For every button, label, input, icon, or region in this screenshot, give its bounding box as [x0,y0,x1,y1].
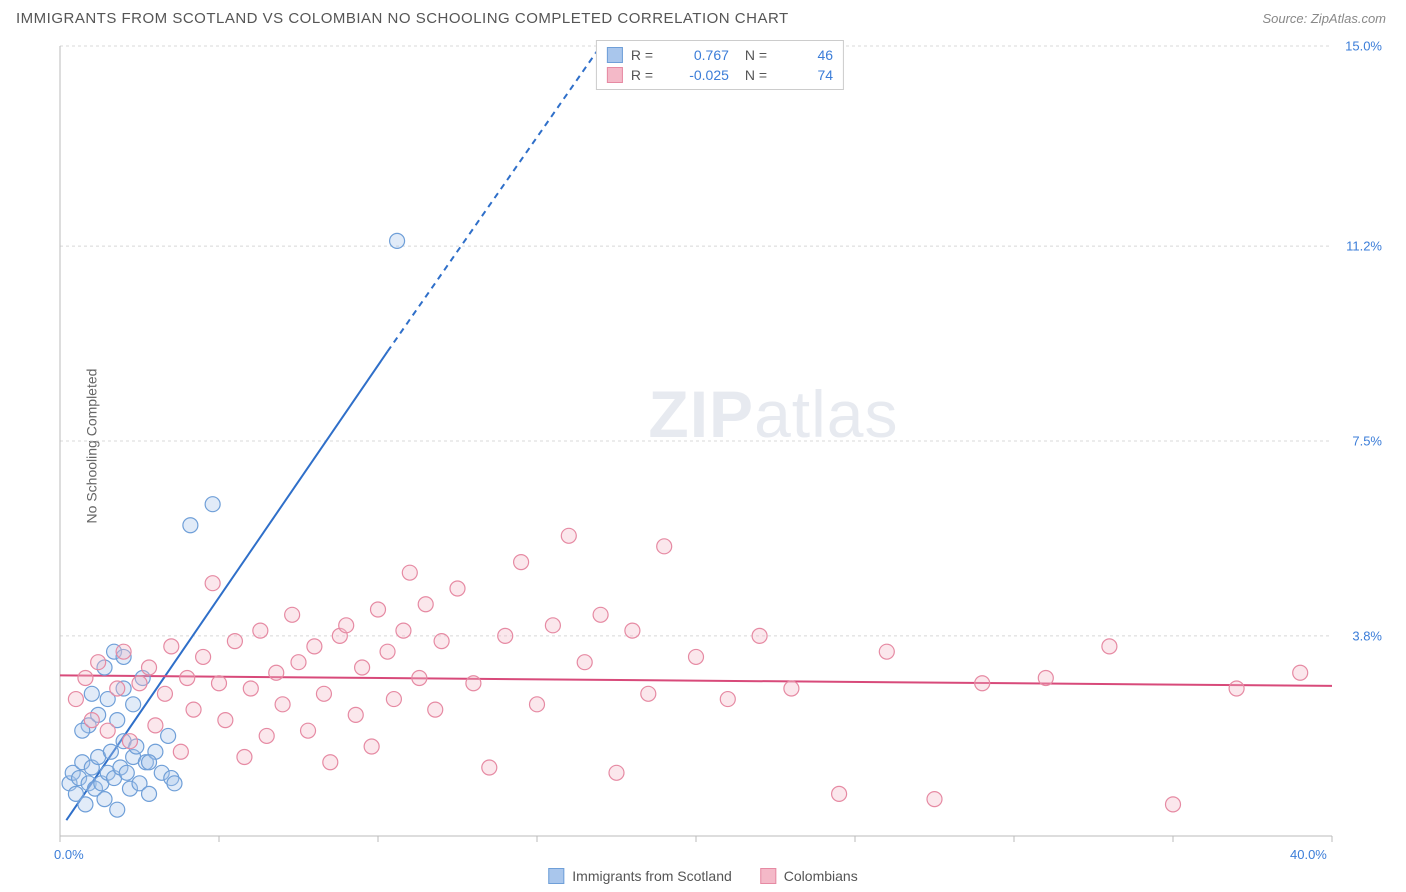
swatch-colombians-icon [760,868,776,884]
chart-area: ZIPatlas R = 0.767 N = 46 R = -0.025 N =… [52,40,1388,852]
y-tick-label: 3.8% [1352,628,1382,643]
source-attribution: Source: ZipAtlas.com [1262,11,1386,26]
y-tick-label: 7.5% [1352,434,1382,449]
swatch-scotland-icon [548,868,564,884]
series-legend: Immigrants from Scotland Colombians [548,868,857,884]
swatch-scotland [607,47,623,63]
swatch-colombians [607,67,623,83]
x-tick-label: 40.0% [1290,847,1327,862]
y-tick-label: 11.2% [1346,239,1382,254]
legend-item-scotland: Immigrants from Scotland [548,868,732,884]
scatter-plot-svg [52,40,1388,852]
chart-title: IMMIGRANTS FROM SCOTLAND VS COLOMBIAN NO… [16,10,789,27]
legend-row-colombians: R = -0.025 N = 74 [607,65,833,85]
legend-item-colombians: Colombians [760,868,858,884]
chart-header: IMMIGRANTS FROM SCOTLAND VS COLOMBIAN NO… [0,0,1406,33]
legend-row-scotland: R = 0.767 N = 46 [607,45,833,65]
y-tick-label: 15.0% [1345,39,1382,54]
correlation-legend: R = 0.767 N = 46 R = -0.025 N = 74 [596,40,844,90]
x-tick-label: 0.0% [54,847,84,862]
